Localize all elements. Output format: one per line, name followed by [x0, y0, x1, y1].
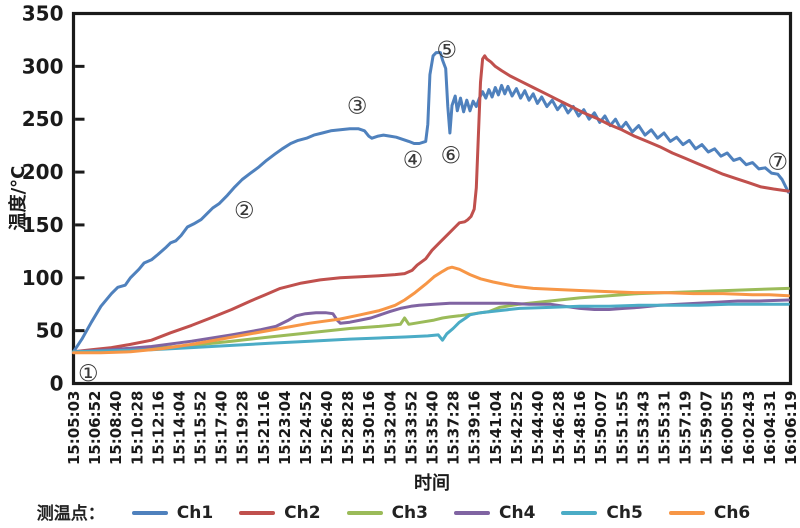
legend-item-ch2: Ch2	[239, 503, 321, 523]
series-line-ch1	[72, 51, 790, 354]
x-tick-label: 16:00:55	[719, 391, 737, 466]
x-tick-label: 16:06:19	[782, 391, 800, 466]
legend-title: 测温点：	[36, 504, 105, 524]
legend-item-ch5: Ch5	[561, 503, 643, 523]
legend-swatch-ch6	[668, 511, 705, 515]
x-tick-label: 15:42:52	[508, 391, 526, 466]
x-tick-label: 15:57:19	[677, 391, 695, 466]
legend-item-ch4: Ch4	[454, 503, 535, 523]
series-line-ch2	[72, 54, 790, 354]
y-tick-label: 350	[22, 2, 64, 26]
legend-label-ch6: Ch6	[713, 503, 751, 523]
series-line-ch4	[72, 298, 790, 354]
x-tick-label: 15:50:07	[592, 391, 610, 466]
x-tick-label: 15:46:28	[550, 391, 568, 466]
annotation-5: ⑤	[436, 37, 457, 63]
x-tick-label: 15:24:52	[297, 391, 315, 466]
legend-item-ch3: Ch3	[346, 503, 428, 523]
annotation-4: ④	[403, 147, 424, 173]
y-tick-label: 0	[50, 372, 64, 396]
x-tick-label: 16:04:31	[761, 391, 779, 466]
legend-label-ch5: Ch5	[606, 503, 643, 523]
x-tick-label: 15:59:07	[698, 391, 716, 466]
legend-swatch-ch3	[346, 511, 383, 515]
y-tick-label: 50	[36, 319, 64, 343]
x-tick-label: 15:12:16	[149, 391, 167, 466]
x-tick-label: 15:10:28	[128, 391, 146, 466]
x-tick-label: 15:05:03	[65, 391, 83, 466]
y-tick-label: 200	[22, 160, 64, 184]
legend-swatch-ch1	[131, 511, 168, 515]
y-tick-label: 250	[22, 107, 64, 131]
x-tick-label: 15:51:55	[613, 391, 631, 466]
x-tick-label: 15:15:52	[192, 391, 210, 466]
legend-swatch-ch2	[239, 511, 276, 515]
y-tick-label: 100	[22, 266, 64, 290]
x-tick-label: 16:02:43	[740, 391, 758, 466]
x-tick-label: 15:26:40	[318, 391, 336, 466]
x-tick-label: 15:39:16	[466, 391, 484, 466]
annotation-6: ⑥	[441, 143, 462, 169]
legend-item-ch1: Ch1	[131, 503, 214, 523]
legend-item-ch6: Ch6	[668, 503, 751, 523]
series-line-ch6	[72, 265, 790, 355]
x-tick-label: 15:32:04	[381, 391, 399, 466]
annotation-1: ①	[78, 361, 99, 387]
annotation-2: ②	[234, 198, 255, 224]
legend-swatch-ch4	[454, 511, 490, 515]
x-tick-label: 15:06:52	[86, 391, 104, 466]
x-tick-label: 15:23:04	[276, 391, 294, 466]
plot-frame	[71, 11, 793, 386]
x-tick-label: 15:48:16	[571, 391, 589, 466]
legend-swatch-ch5	[561, 511, 598, 515]
x-tick-label: 15:55:31	[655, 391, 673, 466]
legend-label-ch1: Ch1	[176, 503, 214, 523]
x-tick-label: 15:19:28	[234, 391, 252, 466]
legend-items: Ch1 Ch2 Ch3 Ch4 Ch5 Ch6	[119, 500, 764, 523]
legend-label-ch2: Ch2	[284, 503, 321, 523]
y-axis-title: 温度/°C	[7, 166, 29, 231]
x-tick-label: 15:08:40	[107, 391, 125, 466]
annotation-7: ⑦	[768, 150, 789, 176]
x-tick-label: 15:21:16	[255, 391, 273, 466]
x-tick-label: 15:44:40	[529, 391, 547, 466]
y-tick-label: 300	[22, 54, 64, 78]
annotation-3: ③	[347, 93, 368, 119]
chart-legend: 测温点： Ch1 Ch2 Ch3 Ch4 Ch5 Ch6	[0, 499, 800, 524]
x-tick-label: 15:53:43	[634, 391, 652, 466]
x-tick-label: 15:41:04	[487, 391, 505, 466]
x-tick-label: 15:17:40	[213, 391, 231, 466]
x-tick-label: 15:33:52	[402, 391, 420, 466]
x-tick-label: 15:28:28	[339, 391, 357, 466]
x-axis-title: 时间	[414, 473, 450, 494]
x-tick-label: 15:30:16	[360, 391, 378, 466]
series-line-ch5	[72, 302, 790, 354]
x-tick-label: 15:35:40	[424, 391, 442, 466]
legend-label-ch4: Ch4	[499, 503, 536, 523]
x-tick-label: 15:14:04	[170, 391, 188, 466]
y-tick-label: 150	[22, 213, 64, 237]
x-tick-label: 15:37:28	[445, 391, 463, 466]
legend-label-ch3: Ch3	[391, 503, 428, 523]
